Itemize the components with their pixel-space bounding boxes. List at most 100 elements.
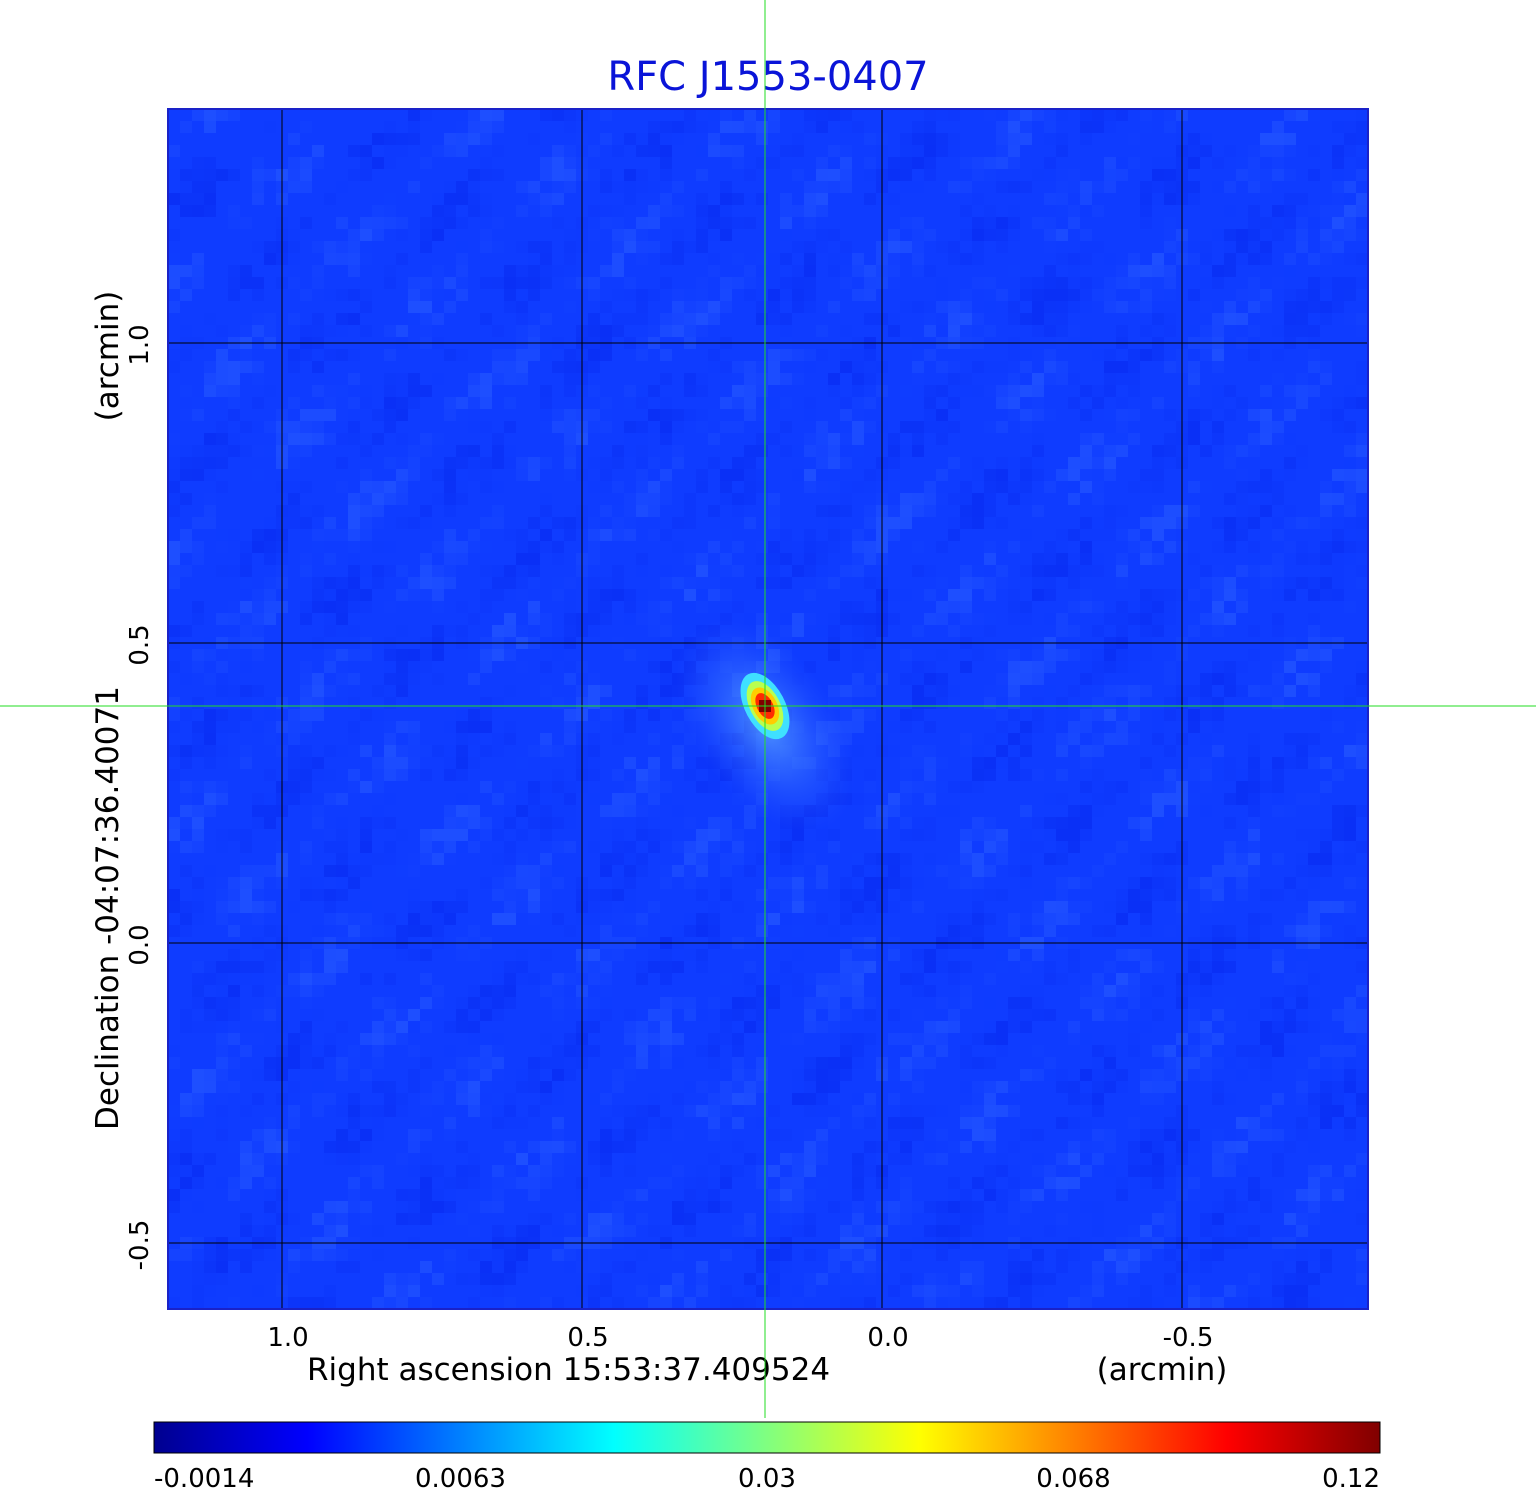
noise-pixel xyxy=(1008,481,1020,493)
noise-pixel xyxy=(732,145,744,157)
noise-pixel xyxy=(864,1273,876,1285)
noise-pixel xyxy=(372,1249,384,1261)
noise-pixel xyxy=(252,397,264,409)
noise-pixel xyxy=(1020,493,1032,505)
noise-pixel xyxy=(384,853,396,865)
noise-pixel xyxy=(684,925,696,937)
noise-pixel xyxy=(1092,973,1104,985)
noise-pixel xyxy=(840,1249,852,1261)
noise-pixel xyxy=(444,529,456,541)
noise-pixel xyxy=(372,1045,384,1057)
noise-pixel xyxy=(1032,769,1044,781)
noise-pixel xyxy=(1284,541,1296,553)
noise-pixel xyxy=(804,1057,816,1069)
noise-pixel xyxy=(996,649,1008,661)
noise-pixel xyxy=(324,961,336,973)
noise-pixel xyxy=(1188,865,1200,877)
noise-pixel xyxy=(216,529,228,541)
noise-pixel xyxy=(1320,205,1332,217)
noise-pixel xyxy=(336,853,348,865)
noise-pixel xyxy=(504,685,516,697)
noise-pixel xyxy=(1356,733,1368,745)
noise-pixel xyxy=(636,697,648,709)
noise-pixel xyxy=(864,265,876,277)
noise-pixel xyxy=(168,265,180,277)
noise-pixel xyxy=(1140,889,1152,901)
noise-pixel xyxy=(624,505,636,517)
noise-pixel xyxy=(1320,757,1332,769)
noise-pixel xyxy=(1296,1021,1308,1033)
noise-pixel xyxy=(516,1165,528,1177)
noise-pixel xyxy=(1008,697,1020,709)
noise-pixel xyxy=(456,493,468,505)
noise-pixel xyxy=(1128,661,1140,673)
noise-pixel xyxy=(936,577,948,589)
noise-pixel xyxy=(840,349,852,361)
noise-pixel xyxy=(228,385,240,397)
noise-pixel xyxy=(756,445,768,457)
noise-pixel xyxy=(228,913,240,925)
noise-pixel xyxy=(396,469,408,481)
noise-pixel xyxy=(1140,1249,1152,1261)
noise-pixel xyxy=(540,421,552,433)
noise-pixel xyxy=(648,1033,660,1045)
noise-pixel xyxy=(1116,169,1128,181)
noise-pixel xyxy=(300,949,312,961)
noise-pixel xyxy=(624,1165,636,1177)
noise-pixel xyxy=(648,481,660,493)
noise-pixel xyxy=(1092,289,1104,301)
noise-pixel xyxy=(1356,169,1368,181)
noise-pixel xyxy=(672,577,684,589)
noise-pixel xyxy=(972,889,984,901)
noise-pixel xyxy=(1164,1129,1176,1141)
noise-pixel xyxy=(1272,1261,1284,1273)
noise-pixel xyxy=(804,1021,816,1033)
noise-pixel xyxy=(984,841,996,853)
noise-pixel xyxy=(396,397,408,409)
noise-pixel xyxy=(1116,685,1128,697)
noise-pixel xyxy=(312,1081,324,1093)
noise-pixel xyxy=(384,1093,396,1105)
noise-pixel xyxy=(1236,1069,1248,1081)
noise-pixel xyxy=(396,649,408,661)
noise-pixel xyxy=(1116,505,1128,517)
noise-pixel xyxy=(1188,1057,1200,1069)
noise-pixel xyxy=(384,1273,396,1285)
noise-pixel xyxy=(1260,409,1272,421)
noise-pixel xyxy=(624,877,636,889)
noise-pixel xyxy=(936,673,948,685)
noise-pixel xyxy=(600,1153,612,1165)
noise-pixel xyxy=(1056,841,1068,853)
noise-pixel xyxy=(732,1057,744,1069)
noise-pixel xyxy=(324,1093,336,1105)
noise-pixel xyxy=(1104,709,1116,721)
noise-pixel xyxy=(984,625,996,637)
noise-pixel xyxy=(732,1141,744,1153)
noise-pixel xyxy=(1152,781,1164,793)
noise-pixel xyxy=(840,121,852,133)
noise-pixel xyxy=(1188,1177,1200,1189)
noise-pixel xyxy=(660,1033,672,1045)
noise-pixel xyxy=(1080,781,1092,793)
noise-pixel xyxy=(420,565,432,577)
noise-pixel xyxy=(1344,877,1356,889)
noise-pixel xyxy=(660,793,672,805)
noise-pixel xyxy=(216,901,228,913)
noise-pixel xyxy=(1344,217,1356,229)
noise-pixel xyxy=(888,157,900,169)
noise-pixel xyxy=(1152,289,1164,301)
noise-pixel xyxy=(972,913,984,925)
noise-pixel xyxy=(708,313,720,325)
noise-pixel xyxy=(324,193,336,205)
noise-pixel xyxy=(924,865,936,877)
noise-pixel xyxy=(396,769,408,781)
noise-pixel xyxy=(852,685,864,697)
noise-pixel xyxy=(1188,709,1200,721)
noise-pixel xyxy=(396,409,408,421)
noise-pixel xyxy=(972,877,984,889)
noise-pixel xyxy=(960,1081,972,1093)
noise-pixel xyxy=(888,901,900,913)
noise-pixel xyxy=(936,289,948,301)
noise-pixel xyxy=(372,1009,384,1021)
noise-pixel xyxy=(1224,385,1236,397)
